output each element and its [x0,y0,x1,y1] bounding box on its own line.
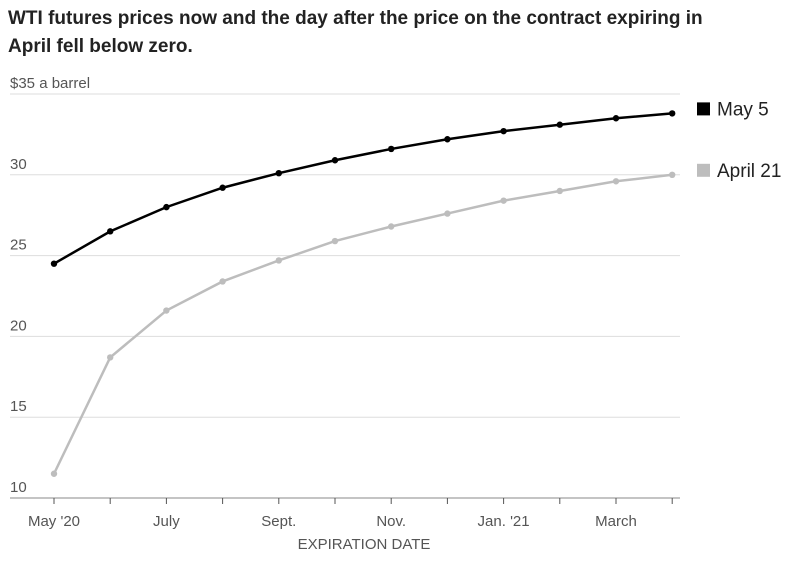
point [50,470,58,477]
point [612,178,620,185]
legend-label: April 21 [717,161,781,182]
x-tick-label: March [595,513,637,530]
point [388,145,395,153]
point [107,354,114,361]
legend-swatch [697,102,710,116]
y-tick-label: 10 [10,479,27,496]
chart-title: April fell below zero. [8,36,193,57]
legend-swatch [697,163,710,177]
point [50,260,58,267]
point [219,184,226,191]
point [163,307,170,314]
line [53,112,673,265]
point [275,169,282,177]
point [556,187,563,195]
x-tick-label: Jan. '21 [478,513,530,530]
point [500,127,507,135]
point [331,237,339,245]
point [444,136,451,143]
point [163,203,170,211]
x-tick-label: July [153,513,180,530]
y-tick-label: 20 [10,317,27,334]
y-tick-label: 30 [10,156,27,173]
point [444,210,451,217]
y-tick-label: 15 [10,398,27,415]
y-tick-label: $35 a barrel [10,75,90,92]
x-tick-label: Sept. [261,513,296,530]
y-tick-label: 25 [10,237,27,254]
x-tick-label: Nov. [376,513,406,530]
x-axis-label: EXPIRATION DATE [298,536,431,553]
point [107,228,114,235]
x-tick-label: May '20 [28,513,80,530]
point [275,257,282,264]
point [388,223,395,230]
legend-label: May 5 [717,99,769,120]
point [219,278,226,285]
point [669,110,676,117]
point [500,197,507,204]
point [669,171,676,178]
point [331,157,339,164]
point [556,121,563,128]
chart-title: WTI futures prices now and the day after… [8,8,703,29]
line [52,173,673,475]
point [612,115,620,122]
